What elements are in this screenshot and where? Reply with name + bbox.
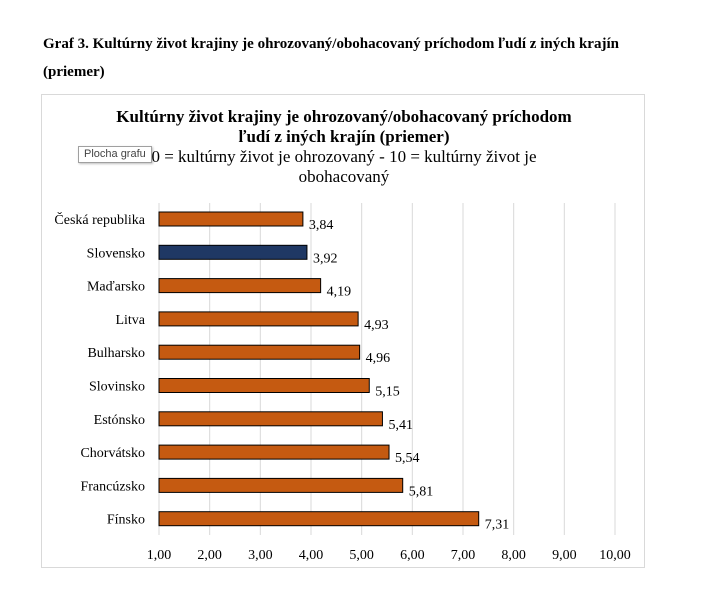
x-tick-label: 10,00 <box>599 548 631 563</box>
x-tick-label: 9,00 <box>552 548 577 563</box>
category-label: Chorvátsko <box>80 446 145 461</box>
bar <box>158 244 308 260</box>
x-tick-label: 8,00 <box>501 548 525 563</box>
category-label: Česká republika <box>54 211 145 228</box>
bar <box>158 311 359 327</box>
category-label: Francúzsko <box>80 479 145 494</box>
category-label: Litva <box>115 313 145 328</box>
chart-subtitle-line-2: obohacovaný <box>298 167 390 186</box>
bar <box>158 211 304 227</box>
x-tick-label: 3,00 <box>248 548 272 563</box>
data-label: 3,92 <box>313 251 338 266</box>
document-caption: Graf 3. Kultúrny život krajiny je ohrozo… <box>43 36 619 80</box>
category-label: Slovensko <box>87 246 145 261</box>
bar <box>158 378 370 393</box>
x-tick-label: 1,00 <box>147 548 172 563</box>
chart-title-line-2: ľudí z iných krajín (priemer) <box>238 127 450 146</box>
x-tick-label: 6,00 <box>400 548 425 563</box>
chart-frame[interactable]: Kultúrny život krajiny je ohrozovaný/obo… <box>41 94 645 568</box>
data-label: 4,19 <box>327 285 352 300</box>
x-tick-label: 4,00 <box>299 548 324 563</box>
bar <box>158 444 390 460</box>
bar <box>158 278 322 294</box>
data-label: 5,15 <box>375 385 400 400</box>
bar <box>158 344 361 360</box>
data-label: 5,41 <box>388 418 413 433</box>
data-label: 4,93 <box>364 318 389 333</box>
chart-subtitle: 0 = kultúrny život je ohrozovaný - 10 = … <box>42 147 646 187</box>
category-label: Bulharsko <box>87 346 145 361</box>
bar <box>158 511 480 527</box>
data-label: 7,31 <box>485 518 510 533</box>
category-label: Slovinsko <box>89 380 145 395</box>
category-label: Fínsko <box>107 513 145 528</box>
data-label: 3,84 <box>309 218 334 233</box>
chart-title: Kultúrny život krajiny je ohrozovaný/obo… <box>42 107 646 147</box>
chart-area-tooltip: Plocha grafu <box>78 146 152 163</box>
bar <box>158 477 404 493</box>
chart-title-line-1: Kultúrny život krajiny je ohrozovaný/obo… <box>116 107 572 126</box>
bar <box>158 411 383 427</box>
x-tick-label: 5,00 <box>349 548 374 563</box>
data-label: 4,96 <box>366 351 391 366</box>
x-tick-label: 7,00 <box>451 548 476 563</box>
category-label: Estónsko <box>94 413 145 428</box>
chart-subtitle-line-1: 0 = kultúrny život je ohrozovaný - 10 = … <box>151 147 537 166</box>
x-tick-label: 2,00 <box>197 548 222 563</box>
data-label: 5,54 <box>395 451 420 466</box>
data-label: 5,81 <box>409 484 434 499</box>
bar-chart: 1,00 2,00 3,00 4,00 5,00 6,00 7,00 8,00 9,00 10,0… <box>54 203 631 563</box>
category-label: Maďarsko <box>87 280 145 295</box>
